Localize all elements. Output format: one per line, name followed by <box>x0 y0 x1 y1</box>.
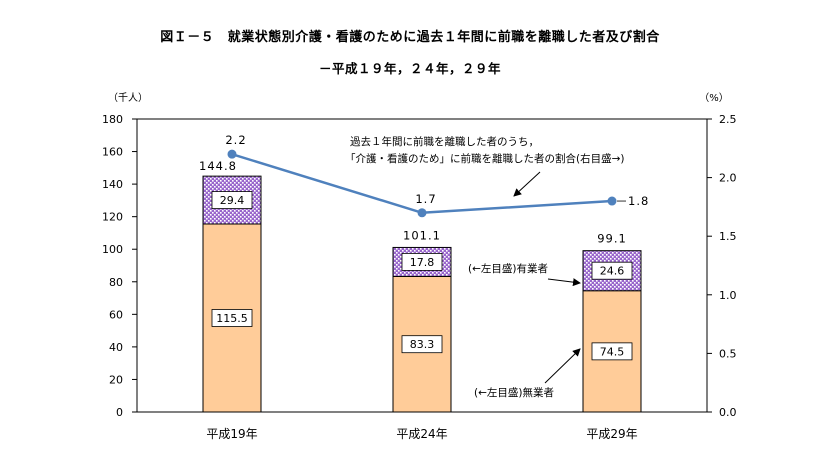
y-right-tick-label: 0.5 <box>719 347 737 360</box>
legend-mugyousha-arrow <box>544 348 581 384</box>
data-label-box-lower <box>591 342 633 361</box>
y-right-tick-label: 0.0 <box>719 406 737 419</box>
data-label-box-upper <box>591 261 633 280</box>
data-label-lower: 115.5 <box>216 312 248 325</box>
data-label-lower: 83.3 <box>410 338 435 351</box>
y-left-tick-label: 80 <box>109 276 123 289</box>
x-tick-label: 平成29年 <box>586 427 637 441</box>
data-label-lower: 74.5 <box>600 345 625 358</box>
chart-title: 図Ｉ－５ 就業状態別介護・看護のために過去１年間に前職を離職した者及び割合 <box>160 30 660 45</box>
y-right-tick-label: 1.0 <box>719 289 737 302</box>
y-left-tick-label: 40 <box>109 341 123 354</box>
y-left-tick-label: 160 <box>102 146 123 159</box>
chart-subtitle: －平成１９年，２４年，２９年 <box>318 61 501 76</box>
bar-total-label: 144.8 <box>199 159 237 173</box>
data-label-upper: 17.8 <box>410 256 435 269</box>
line-value-label: 1.7 <box>415 192 436 206</box>
bar-total-label: 101.1 <box>403 228 441 242</box>
y-left-tick-label: 60 <box>109 308 123 321</box>
x-tick-label: 平成24年 <box>396 427 447 441</box>
data-label-box-lower <box>211 309 253 327</box>
y-right-axis-label: （%） <box>699 92 729 104</box>
y-left-tick-label: 20 <box>109 373 123 386</box>
annotation-arrow-line <box>513 171 541 197</box>
data-label-box-lower <box>401 335 443 354</box>
data-label-upper: 24.6 <box>600 265 625 278</box>
line-point <box>607 196 617 206</box>
x-tick-label: 平成19年 <box>206 427 257 441</box>
y-left-tick-label: 120 <box>102 211 123 224</box>
data-label-box-upper <box>211 191 253 209</box>
legend-mugyousha-label: (←左目盛)無業者 <box>474 386 554 399</box>
y-right-tick-label: 1.5 <box>719 230 737 243</box>
y-left-tick-label: 0 <box>116 406 123 419</box>
line-point <box>417 208 427 218</box>
y-left-axis-label: （千人） <box>108 92 148 104</box>
data-label-upper: 29.4 <box>220 194 245 207</box>
y-left-tick-label: 100 <box>102 243 123 256</box>
y-right-tick-label: 2.5 <box>719 113 737 126</box>
bar-total-label: 99.1 <box>597 232 627 246</box>
y-left-tick-label: 140 <box>102 178 123 191</box>
line-value-label: 2.2 <box>225 133 246 147</box>
legend-yugyousha-arrow <box>547 278 581 287</box>
data-label-box-upper <box>401 253 443 271</box>
annotation-line-series-2: 「介護・看護のため」に前職を離職した者の割合(右目盛→) <box>345 152 625 165</box>
annotation-line-series-1: 過去１年間に前職を離職した者のうち， <box>350 135 539 148</box>
y-left-tick-label: 180 <box>102 113 123 126</box>
y-right-tick-label: 2.0 <box>719 172 737 185</box>
line-value-label: 1.8 <box>628 194 649 208</box>
line-point <box>227 149 237 159</box>
legend-yugyousha-label: (←左目盛)有業者 <box>468 262 548 275</box>
